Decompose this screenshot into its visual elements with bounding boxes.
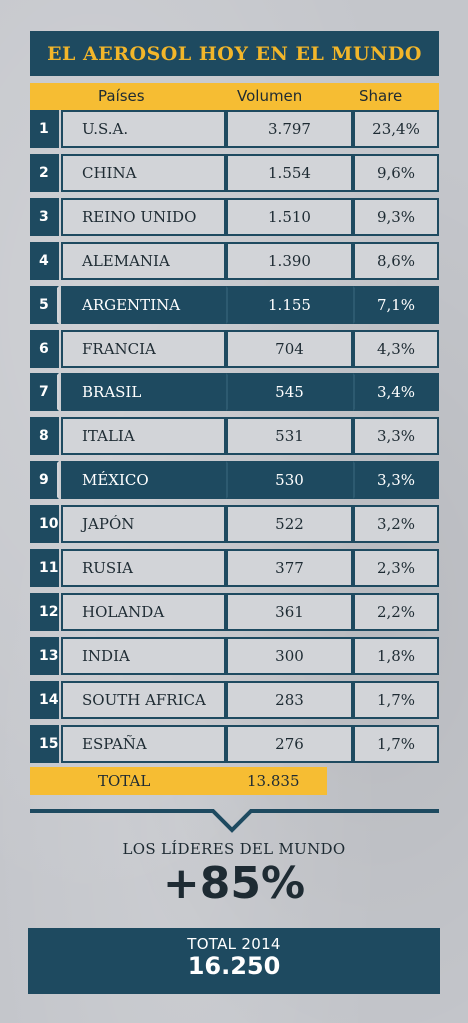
country-cell: ALEMANIA <box>61 242 226 280</box>
share-cell: 1,7% <box>353 681 439 719</box>
country-cell: INDIA <box>61 637 226 675</box>
table-row: 2 CHINA 1.554 9,6% <box>30 154 439 192</box>
total-year-box: TOTAL 2014 16.250 <box>28 928 440 994</box>
rank-cell: 13 <box>30 637 59 675</box>
volume-cell: 1.390 <box>226 242 353 280</box>
country-cell: ESPAÑA <box>61 725 226 763</box>
rank-cell: 5 <box>30 286 59 324</box>
country-cell: HOLANDA <box>61 593 226 631</box>
share-cell: 7,1% <box>353 286 439 324</box>
country-cell: BRASIL <box>61 373 226 411</box>
table-row: 8 ITALIA 531 3,3% <box>30 417 439 455</box>
share-cell: 2,2% <box>353 593 439 631</box>
country-cell: SOUTH AFRICA <box>61 681 226 719</box>
total-value: 13.835 <box>247 772 300 790</box>
rank-cell: 14 <box>30 681 59 719</box>
rank-cell: 3 <box>30 198 59 236</box>
table-row: 3 REINO UNIDO 1.510 9,3% <box>30 198 439 236</box>
rank-cell: 2 <box>30 154 59 192</box>
header-country: Países <box>98 87 145 105</box>
table-row: 15 ESPAÑA 276 1,7% <box>30 725 439 763</box>
header-share: Share <box>359 87 403 105</box>
share-cell: 2,3% <box>353 549 439 587</box>
volume-cell: 531 <box>226 417 353 455</box>
country-cell: U.S.A. <box>61 110 226 148</box>
country-cell: CHINA <box>61 154 226 192</box>
country-cell: ITALIA <box>61 417 226 455</box>
page-title: EL AEROSOL HOY EN EL MUNDO <box>47 42 422 65</box>
rank-cell: 15 <box>30 725 59 763</box>
volume-cell: 704 <box>226 330 353 368</box>
table-row: 7 BRASIL 545 3,4% <box>30 373 439 411</box>
rank-cell: 10 <box>30 505 59 543</box>
total-year-value: 16.250 <box>187 952 281 980</box>
rank-cell: 6 <box>30 330 59 368</box>
volume-cell: 545 <box>226 373 353 411</box>
leaders-value: +85% <box>162 858 306 909</box>
title-bar: EL AEROSOL HOY EN EL MUNDO <box>30 31 439 76</box>
volume-cell: 1.554 <box>226 154 353 192</box>
share-cell: 3,3% <box>353 417 439 455</box>
table-row: 12 HOLANDA 361 2,2% <box>30 593 439 631</box>
rank-cell: 12 <box>30 593 59 631</box>
country-cell: MÉXICO <box>61 461 226 499</box>
total-label: TOTAL <box>98 772 151 790</box>
volume-cell: 522 <box>226 505 353 543</box>
share-cell: 9,6% <box>353 154 439 192</box>
volume-cell: 3.797 <box>226 110 353 148</box>
share-cell: 1,7% <box>353 725 439 763</box>
volume-cell: 377 <box>226 549 353 587</box>
share-cell: 9,3% <box>353 198 439 236</box>
volume-cell: 300 <box>226 637 353 675</box>
share-cell: 4,3% <box>353 330 439 368</box>
volume-cell: 1.510 <box>226 198 353 236</box>
country-cell: RUSIA <box>61 549 226 587</box>
country-cell: REINO UNIDO <box>61 198 226 236</box>
table-row: 1 U.S.A. 3.797 23,4% <box>30 110 439 148</box>
volume-cell: 1.155 <box>226 286 353 324</box>
rank-cell: 1 <box>30 110 59 148</box>
volume-cell: 530 <box>226 461 353 499</box>
rank-cell: 4 <box>30 242 59 280</box>
total-row: TOTAL 13.835 <box>30 767 327 795</box>
volume-cell: 361 <box>226 593 353 631</box>
share-cell: 3,3% <box>353 461 439 499</box>
table-row: 6 FRANCIA 704 4,3% <box>30 330 439 368</box>
share-cell: 1,8% <box>353 637 439 675</box>
country-cell: FRANCIA <box>61 330 226 368</box>
country-cell: JAPÓN <box>61 505 226 543</box>
rank-cell: 8 <box>30 417 59 455</box>
leaders-label: LOS LÍDERES DEL MUNDO <box>122 840 346 858</box>
rank-cell: 7 <box>30 373 59 411</box>
divider-arrow <box>30 809 439 833</box>
table-row: 13 INDIA 300 1,8% <box>30 637 439 675</box>
table-row: 14 SOUTH AFRICA 283 1,7% <box>30 681 439 719</box>
header-volume: Volumen <box>237 87 303 105</box>
share-cell: 8,6% <box>353 242 439 280</box>
table-row: 11 RUSIA 377 2,3% <box>30 549 439 587</box>
volume-cell: 276 <box>226 725 353 763</box>
volume-cell: 283 <box>226 681 353 719</box>
rank-cell: 11 <box>30 549 59 587</box>
table-header: Países Volumen Share <box>30 83 439 110</box>
share-cell: 23,4% <box>353 110 439 148</box>
table-row: 10 JAPÓN 522 3,2% <box>30 505 439 543</box>
table-row: 5 ARGENTINA 1.155 7,1% <box>30 286 439 324</box>
table-row: 4 ALEMANIA 1.390 8,6% <box>30 242 439 280</box>
rank-cell: 9 <box>30 461 59 499</box>
share-cell: 3,4% <box>353 373 439 411</box>
share-cell: 3,2% <box>353 505 439 543</box>
total-year-label: TOTAL 2014 <box>187 935 281 953</box>
country-cell: ARGENTINA <box>61 286 226 324</box>
table-row: 9 MÉXICO 530 3,3% <box>30 461 439 499</box>
